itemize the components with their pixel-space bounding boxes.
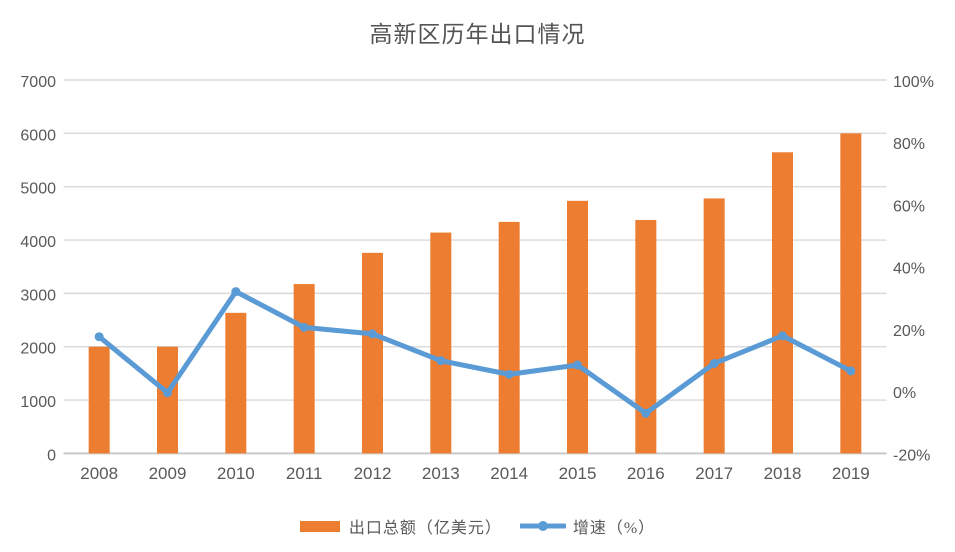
y-axis-right-label: 60% <box>893 198 925 215</box>
growth-marker-2012 <box>368 329 377 339</box>
x-axis-label: 2016 <box>627 464 665 483</box>
y-axis-left-label: 0 <box>47 447 56 464</box>
growth-marker-2009 <box>163 388 172 398</box>
y-axis-left-label: 4000 <box>20 234 56 251</box>
bar-2010 <box>225 312 247 454</box>
growth-marker-2019 <box>846 366 856 376</box>
bar-2018 <box>772 152 793 454</box>
y-axis-left-label: 3000 <box>20 287 56 304</box>
y-axis-left-label: 7000 <box>20 74 56 91</box>
y-axis-right-label: 20% <box>893 323 925 340</box>
y-axis-left-label: 1000 <box>20 394 56 411</box>
growth-marker-2013 <box>436 356 446 366</box>
y-axis-right-label: 80% <box>893 136 925 153</box>
bar-2016 <box>635 220 657 454</box>
y-axis-right-label: 0% <box>893 385 916 402</box>
growth-marker-2010 <box>231 287 241 297</box>
x-axis-label: 2014 <box>490 464 528 483</box>
growth-line <box>96 289 854 416</box>
bar-2013 <box>430 232 452 454</box>
legend-line-swatch-icon <box>519 521 566 531</box>
y-axis-left-label: 5000 <box>20 181 56 198</box>
y-axis-left-label: 6000 <box>20 127 56 144</box>
x-axis-label: 2011 <box>286 464 323 483</box>
y-axis-right-label: -20% <box>893 447 930 464</box>
legend-bar-swatch-icon <box>299 520 340 532</box>
bar-2008 <box>88 346 110 454</box>
growth-marker-2008 <box>94 332 104 342</box>
legend: 出口总额（亿美元） 增速（%） <box>0 511 955 541</box>
growth-marker-2011 <box>299 322 309 332</box>
x-axis-label: 2019 <box>832 464 870 483</box>
x-axis-label: 2010 <box>217 464 255 483</box>
bar-2014 <box>498 221 520 454</box>
growth-marker-2018 <box>778 331 787 341</box>
bar-2009 <box>157 346 178 454</box>
y-axis-right-label: 100% <box>893 74 934 91</box>
y-axis-right-label: 40% <box>893 261 925 278</box>
chart-title: 高新区历年出口情况 <box>369 22 586 47</box>
growth-marker-2016 <box>641 408 651 418</box>
growth-marker-2017 <box>709 358 719 368</box>
x-axis-label: 2013 <box>422 464 460 483</box>
x-axis-label: 2009 <box>149 464 187 483</box>
y-axis-left-label: 2000 <box>20 341 56 358</box>
bar-2011 <box>293 284 315 454</box>
bar-2012 <box>362 252 383 454</box>
bar-2015 <box>567 200 588 454</box>
legend-bar-label: 出口总额（亿美元） <box>348 520 502 537</box>
legend-line-label: 增速（%） <box>572 520 656 537</box>
bar-2019 <box>840 133 862 454</box>
x-axis-label: 2012 <box>354 464 392 483</box>
x-axis-label: 2018 <box>764 464 802 483</box>
x-axis-label: 2017 <box>695 464 733 483</box>
growth-marker-2014 <box>504 369 514 379</box>
growth-marker-2015 <box>573 360 582 370</box>
bar-2017 <box>703 198 725 454</box>
x-axis-label: 2008 <box>80 464 118 483</box>
x-axis-label: 2015 <box>559 464 597 483</box>
